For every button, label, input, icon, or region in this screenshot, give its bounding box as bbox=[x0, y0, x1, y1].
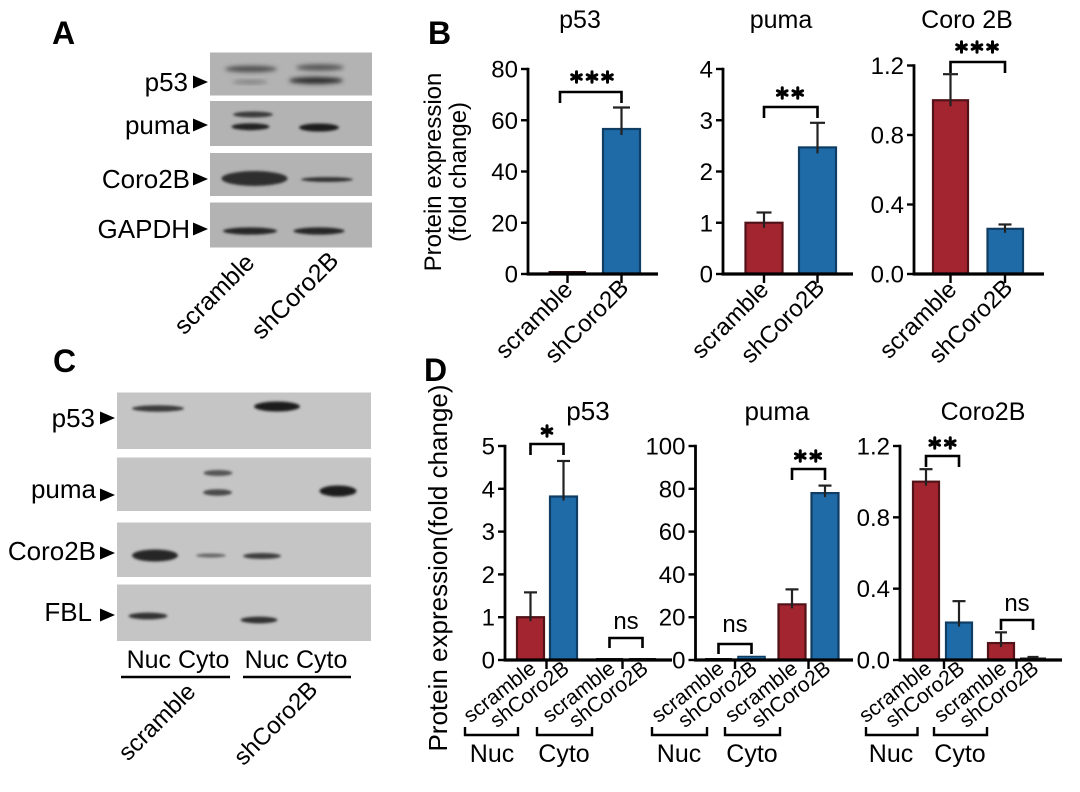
svg-text:puma: puma bbox=[125, 110, 191, 140]
svg-text:3: 3 bbox=[700, 108, 713, 135]
svg-text:2: 2 bbox=[700, 159, 713, 186]
svg-text:Cyto: Cyto bbox=[934, 740, 985, 768]
svg-text:Nuc Cyto: Nuc Cyto bbox=[127, 646, 230, 674]
svg-text:1: 1 bbox=[482, 605, 495, 632]
svg-text:ns: ns bbox=[1004, 590, 1029, 617]
svg-text:0: 0 bbox=[505, 262, 518, 289]
svg-text:0.8: 0.8 bbox=[857, 505, 890, 532]
svg-text:Nuc Cyto: Nuc Cyto bbox=[245, 646, 348, 674]
svg-text:40: 40 bbox=[491, 159, 518, 186]
svg-text:Cyto: Cyto bbox=[538, 740, 589, 768]
svg-text:Coro 2B: Coro 2B bbox=[921, 6, 1013, 34]
svg-text:Cyto: Cyto bbox=[726, 740, 777, 768]
svg-text:puma: puma bbox=[750, 6, 813, 34]
svg-text:B: B bbox=[428, 15, 451, 51]
svg-text:1.2: 1.2 bbox=[871, 53, 904, 80]
svg-text:2: 2 bbox=[482, 562, 495, 589]
svg-text:Coro2B: Coro2B bbox=[8, 536, 96, 566]
svg-text:0.8: 0.8 bbox=[871, 123, 904, 150]
svg-text:60: 60 bbox=[491, 108, 518, 135]
svg-text:Nuc: Nuc bbox=[470, 740, 514, 768]
svg-text:ns: ns bbox=[613, 608, 638, 635]
svg-text:0.4: 0.4 bbox=[857, 576, 890, 603]
svg-text:20: 20 bbox=[659, 605, 686, 632]
svg-text:80: 80 bbox=[659, 476, 686, 503]
svg-text:5: 5 bbox=[482, 434, 495, 461]
svg-text:puma: puma bbox=[744, 396, 810, 426]
svg-text:0.0: 0.0 bbox=[871, 262, 904, 289]
svg-text:Coro2B: Coro2B bbox=[941, 398, 1026, 426]
svg-text:0: 0 bbox=[672, 648, 685, 675]
svg-text:p53: p53 bbox=[566, 396, 609, 426]
svg-text:20: 20 bbox=[491, 210, 518, 237]
svg-text:puma: puma bbox=[31, 474, 97, 504]
svg-text:C: C bbox=[53, 343, 76, 379]
svg-text:0.0: 0.0 bbox=[857, 648, 890, 675]
svg-text:Nuc: Nuc bbox=[869, 740, 913, 768]
svg-text:80: 80 bbox=[491, 57, 518, 84]
svg-text:1.2: 1.2 bbox=[857, 434, 890, 461]
svg-text:0.4: 0.4 bbox=[871, 192, 904, 219]
svg-text:3: 3 bbox=[482, 519, 495, 546]
svg-text:A: A bbox=[52, 15, 75, 51]
svg-text:D: D bbox=[424, 352, 447, 388]
svg-text:ns: ns bbox=[722, 611, 747, 638]
svg-text:4: 4 bbox=[700, 57, 713, 84]
svg-text:p53: p53 bbox=[52, 403, 95, 433]
svg-text:Coro2B: Coro2B bbox=[102, 164, 190, 194]
svg-text:0: 0 bbox=[700, 262, 713, 289]
svg-text:Protein expression(fold change: Protein expression(fold change) bbox=[423, 384, 453, 751]
svg-text:(fold change): (fold change) bbox=[445, 102, 472, 242]
svg-text:60: 60 bbox=[659, 519, 686, 546]
svg-text:FBL: FBL bbox=[44, 597, 92, 627]
svg-text:4: 4 bbox=[482, 476, 495, 503]
svg-text:GAPDH: GAPDH bbox=[98, 214, 190, 244]
svg-text:40: 40 bbox=[659, 562, 686, 589]
svg-text:0: 0 bbox=[482, 648, 495, 675]
svg-text:p53: p53 bbox=[559, 6, 601, 34]
svg-text:100: 100 bbox=[645, 434, 685, 461]
svg-text:Protein expression: Protein expression bbox=[420, 73, 447, 272]
svg-text:1: 1 bbox=[700, 210, 713, 237]
svg-text:Nuc: Nuc bbox=[657, 740, 701, 768]
svg-text:p53: p53 bbox=[145, 67, 188, 97]
